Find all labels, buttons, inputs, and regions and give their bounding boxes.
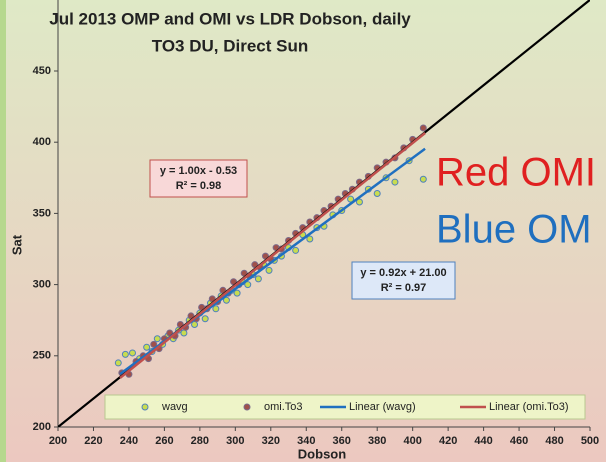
equation-box xyxy=(149,159,248,198)
left-stripe xyxy=(0,0,6,462)
x-tick-label: 200 xyxy=(49,435,67,447)
x-tick-label: 400 xyxy=(403,435,421,447)
equation: y = 0.92x + 21.00 xyxy=(360,267,446,279)
scatter-point xyxy=(201,315,209,323)
scatter-point xyxy=(373,189,381,197)
scatter-point xyxy=(191,320,199,328)
x-tick-label: 320 xyxy=(262,435,280,447)
x-tick-label: 500 xyxy=(581,435,599,447)
x-tick-label: 360 xyxy=(333,435,351,447)
scatter-point xyxy=(121,350,129,358)
y-tick-label: 300 xyxy=(33,279,51,291)
y-tick-label: 450 xyxy=(33,65,51,77)
r-squared: R² = 0.97 xyxy=(381,282,427,294)
x-axis-title: Dobson xyxy=(298,446,346,461)
annotation: Blue OM xyxy=(436,208,592,252)
x-tick-label: 480 xyxy=(545,435,563,447)
scatter-point xyxy=(419,124,427,132)
x-tick-label: 380 xyxy=(368,435,386,447)
x-tick-label: 340 xyxy=(297,435,315,447)
y-tick-label: 250 xyxy=(33,350,51,362)
scatter-point xyxy=(254,275,262,283)
scatter-point xyxy=(233,289,241,297)
x-tick-label: 420 xyxy=(439,435,457,447)
x-tick-label: 280 xyxy=(191,435,209,447)
scatter-point xyxy=(222,296,230,304)
scatter-point xyxy=(128,349,136,357)
legend-label: Linear (omi.To3) xyxy=(489,401,568,413)
scatter-point xyxy=(114,359,122,367)
scatter-point xyxy=(153,335,161,343)
scatter-point xyxy=(212,305,220,313)
x-tick-label: 300 xyxy=(226,435,244,447)
annotation: Red OMI xyxy=(436,151,596,195)
y-tick-label: 350 xyxy=(33,207,51,219)
legend-label: Linear (wavg) xyxy=(349,401,416,413)
chart-title: Jul 2013 OMP and OMI vs LDR Dobson, dail… xyxy=(49,9,411,28)
scatter-point xyxy=(355,198,363,206)
scatter-point xyxy=(391,178,399,186)
scatter-point xyxy=(180,329,188,337)
r-squared: R² = 0.98 xyxy=(176,180,222,192)
x-tick-label: 220 xyxy=(84,435,102,447)
x-tick-label: 460 xyxy=(510,435,528,447)
legend-label: wavg xyxy=(161,401,188,413)
legend-label: omi.To3 xyxy=(264,401,303,413)
y-tick-label: 400 xyxy=(33,136,51,148)
scatter-point xyxy=(347,195,355,203)
scatter-point xyxy=(306,235,314,243)
chart-subtitle: TO3 DU, Direct Sun xyxy=(152,36,309,55)
x-tick-label: 440 xyxy=(474,435,492,447)
y-tick-label: 200 xyxy=(33,421,51,433)
x-tick-label: 240 xyxy=(120,435,138,447)
y-axis-title: Sat xyxy=(9,234,24,255)
legend-marker xyxy=(243,403,251,411)
scatter-point xyxy=(143,343,151,351)
equation-box xyxy=(351,261,456,300)
scatter-point xyxy=(150,340,158,348)
scatter-point xyxy=(244,281,252,289)
trendline xyxy=(119,132,426,379)
scatter-point xyxy=(419,175,427,183)
scatter-point xyxy=(292,246,300,254)
legend-marker xyxy=(141,403,149,411)
x-tick-label: 260 xyxy=(155,435,173,447)
equation: y = 1.00x - 0.53 xyxy=(160,165,237,177)
scatter-point xyxy=(265,266,273,274)
